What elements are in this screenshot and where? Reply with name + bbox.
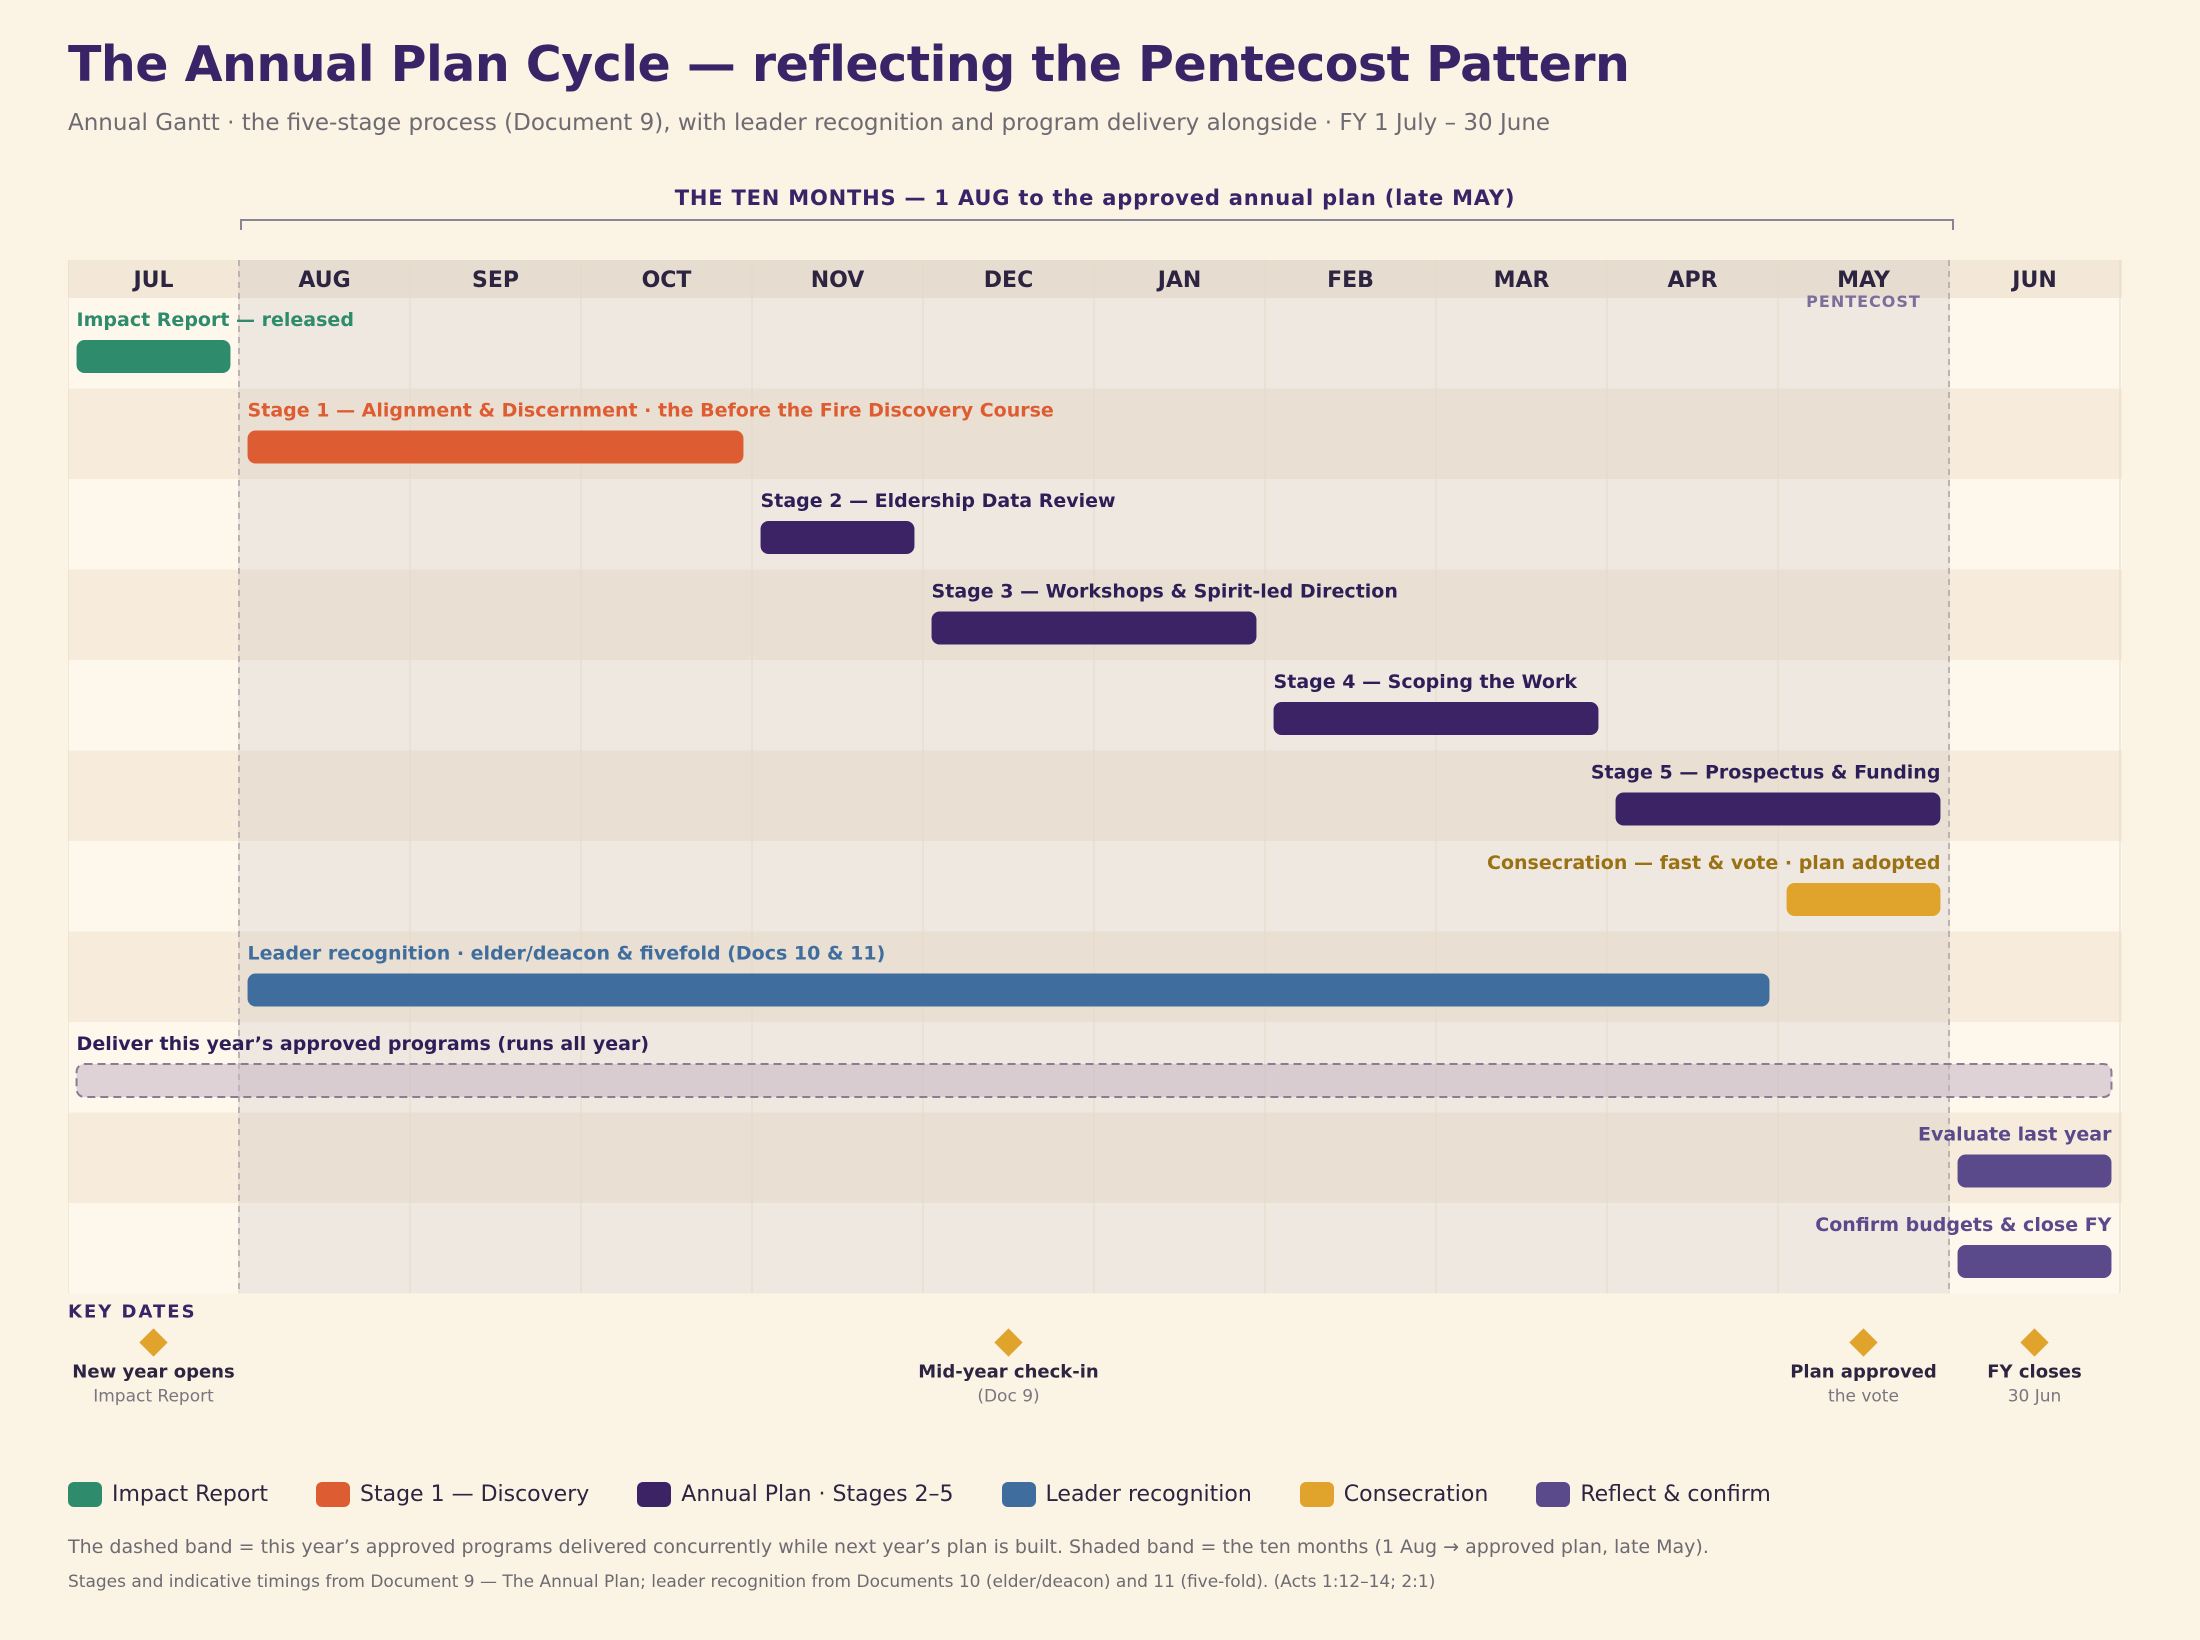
- task-bar: [760, 521, 915, 554]
- task-label: Leader recognition · elder/deacon & five…: [248, 943, 886, 965]
- legend-label: Leader recognition: [1045, 1481, 1252, 1507]
- milestone-label: Mid-year check-in: [918, 1362, 1098, 1383]
- milestone-sublabel: Impact Report: [93, 1387, 214, 1407]
- legend-swatch: [1536, 1481, 1571, 1507]
- month-label: SEP: [472, 268, 519, 293]
- ten-months-bracket: [240, 219, 1954, 230]
- month-label: JAN: [1156, 268, 1202, 293]
- legend-item: Impact Report: [68, 1481, 269, 1507]
- legend-item: Reflect & confirm: [1536, 1481, 1771, 1507]
- legend-label: Impact Report: [112, 1481, 269, 1507]
- milestone-sublabel: the vote: [1828, 1387, 1899, 1407]
- month-label: AUG: [298, 268, 350, 293]
- task-bar: [931, 611, 1257, 645]
- legend-item: Consecration: [1299, 1481, 1489, 1507]
- legend-label: Annual Plan · Stages 2–5: [681, 1481, 954, 1507]
- program-delivery-band: [75, 1063, 2113, 1098]
- pentecost-note: PENTECOST: [1806, 292, 1921, 311]
- milestone-label: Plan approved: [1790, 1362, 1937, 1383]
- month-label: APR: [1667, 268, 1717, 293]
- month-label: OCT: [642, 268, 692, 293]
- page-title: The Annual Plan Cycle — reflecting the P…: [68, 36, 1630, 93]
- source-note: Stages and indicative timings from Docum…: [68, 1572, 1436, 1592]
- legend: Impact Report Stage 1 — Discovery Annual P…: [68, 1474, 1819, 1514]
- month-label: JUL: [131, 268, 173, 293]
- task-bar: [1957, 1245, 2112, 1278]
- milestone-marker: [2020, 1328, 2049, 1357]
- page-subtitle: Annual Gantt · the five-stage process (D…: [68, 110, 1551, 136]
- milestone-label: FY closes: [1987, 1362, 2081, 1383]
- legend-swatch: [1299, 1481, 1334, 1507]
- legend-item: Annual Plan · Stages 2–5: [637, 1481, 954, 1507]
- task-label: Stage 2 — Eldership Data Review: [761, 490, 1116, 512]
- task-label: Stage 4 — Scoping the Work: [1274, 671, 1578, 693]
- gantt-chart: JUL AUG SEP OCT NOV DEC JAN FEB MAR APR MAY PENTECO…: [67, 260, 2122, 1424]
- task-bar: [247, 973, 1770, 1007]
- month-label: MAY: [1837, 268, 1891, 293]
- legend-item: Leader recognition: [1001, 1481, 1252, 1507]
- milestone-sublabel: 30 Jun: [2008, 1387, 2062, 1407]
- ten-months-caption: THE TEN MONTHS — 1 AUG to the approved a…: [674, 186, 1516, 210]
- task-bar: [1273, 702, 1599, 735]
- footnote: The dashed band = this year’s approved p…: [68, 1536, 1709, 1558]
- month-label: NOV: [811, 268, 865, 293]
- task-label: Stage 3 — Workshops & Spirit-led Directi…: [932, 581, 1398, 603]
- legend-swatch: [316, 1481, 351, 1507]
- month-label: FEB: [1327, 268, 1374, 293]
- milestone-marker: [139, 1328, 168, 1357]
- milestone-marker: [1849, 1328, 1878, 1357]
- key-dates-heading: KEY DATES: [68, 1302, 197, 1323]
- task-bar: [1786, 883, 1941, 916]
- legend-swatch: [1001, 1481, 1036, 1507]
- task-label: Stage 1 — Alignment & Discernment · the …: [248, 400, 1054, 422]
- task-label: Stage 5 — Prospectus & Funding: [1591, 762, 1941, 784]
- task-label: Deliver this year’s approved programs (r…: [77, 1033, 650, 1055]
- legend-swatch: [637, 1481, 672, 1507]
- milestone-sublabel: (Doc 9): [977, 1387, 1039, 1407]
- task-label: Impact Report — released: [77, 309, 354, 331]
- milestone-marker: [994, 1328, 1023, 1357]
- task-bar: [247, 430, 744, 464]
- task-bar: [1615, 792, 1941, 826]
- task-label: Evaluate last year: [1918, 1124, 2112, 1146]
- legend-label: Consecration: [1343, 1481, 1489, 1507]
- task-label: Confirm budgets & close FY: [1815, 1214, 2111, 1236]
- legend-label: Reflect & confirm: [1580, 1481, 1771, 1507]
- month-label: DEC: [984, 268, 1033, 293]
- month-label: MAR: [1494, 268, 1550, 293]
- milestone-label: New year opens: [72, 1362, 234, 1383]
- legend-swatch: [68, 1481, 102, 1507]
- task-label: Consecration — fast & vote · plan adopte…: [1487, 852, 1940, 874]
- gantt-svg: JUL AUG SEP OCT NOV DEC JAN FEB MAR APR MAYPENTECO…: [67, 260, 2122, 1407]
- month-label: JUN: [2010, 268, 2056, 293]
- task-bar: [1957, 1154, 2112, 1188]
- legend-label: Stage 1 — Discovery: [360, 1481, 590, 1507]
- legend-item: Stage 1 — Discovery: [316, 1481, 590, 1507]
- task-bar: [76, 340, 231, 373]
